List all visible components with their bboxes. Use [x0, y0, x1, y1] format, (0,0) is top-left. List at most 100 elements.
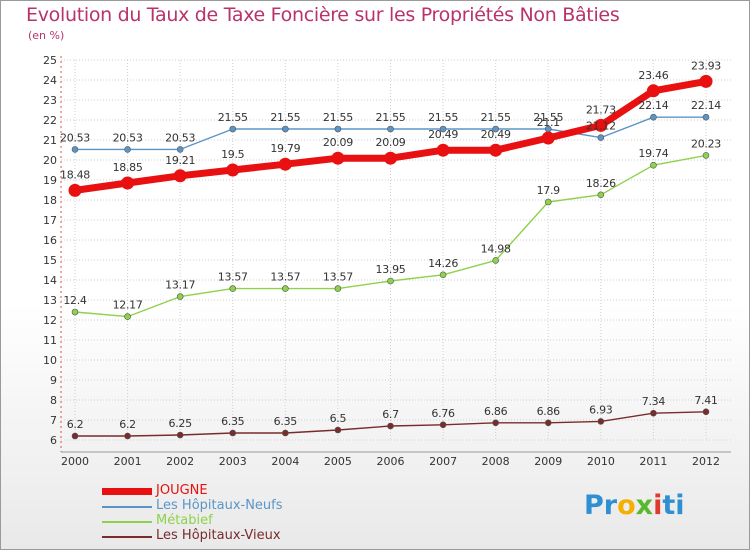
- data-point-4: [492, 419, 499, 427]
- proxiti-logo: Proxiti: [584, 490, 685, 521]
- data-point-4: [71, 432, 79, 440]
- data-label-2: 22.14: [638, 99, 668, 112]
- data-point-2: [650, 113, 657, 121]
- data-point-2: [124, 146, 131, 153]
- data-point-4: [439, 421, 447, 429]
- y-tick-label: 18: [43, 194, 57, 207]
- data-label-4: 6.35: [221, 415, 245, 428]
- data-label-2: 21.55: [270, 111, 300, 124]
- data-label-2: 21.55: [428, 111, 458, 124]
- data-label-4: 7.41: [694, 394, 717, 407]
- y-tick-label: 16: [43, 234, 57, 247]
- data-label-4: 6.5: [330, 412, 347, 425]
- data-label-4: 6.2: [119, 418, 136, 431]
- data-label-1: 20.09: [376, 136, 406, 149]
- data-label-1: 21.73: [586, 103, 616, 116]
- y-tick-label: 24: [43, 74, 57, 87]
- x-tick-label: 2009: [534, 455, 562, 468]
- y-tick-label: 13: [43, 294, 57, 307]
- data-point-1: [331, 151, 345, 165]
- data-label-4: 6.76: [431, 407, 455, 420]
- data-label-4: 7.34: [642, 395, 666, 408]
- y-tick-label: 6: [50, 434, 57, 447]
- y-tick-label: 7: [50, 414, 57, 427]
- y-tick-label: 12: [43, 314, 57, 327]
- data-point-3: [229, 285, 237, 292]
- data-label-1: 18.48: [60, 168, 90, 181]
- logo-letter: Pr: [584, 490, 618, 521]
- data-label-3: 17.9: [537, 184, 561, 197]
- y-tick-label: 8: [50, 394, 57, 407]
- data-point-4: [702, 408, 710, 416]
- data-point-3: [71, 308, 79, 316]
- x-tick-label: 2011: [639, 455, 667, 468]
- chart-unit-label: (en %): [28, 29, 65, 42]
- data-point-4: [334, 426, 342, 434]
- x-tick-label: 2005: [324, 455, 352, 468]
- data-point-3: [492, 257, 499, 264]
- x-tick-label: 2004: [271, 455, 299, 468]
- data-point-4: [176, 431, 184, 439]
- data-point-1: [226, 163, 240, 177]
- data-point-4: [124, 432, 131, 440]
- data-point-2: [492, 125, 499, 133]
- data-point-1: [489, 143, 503, 157]
- data-label-1: 20.49: [481, 128, 511, 141]
- data-point-2: [282, 125, 289, 133]
- data-label-4: 6.93: [589, 403, 613, 416]
- data-point-4: [387, 422, 394, 430]
- y-tick-label: 20: [43, 154, 57, 167]
- data-label-3: 14.98: [481, 242, 511, 255]
- data-point-1: [594, 118, 608, 132]
- data-point-1: [646, 84, 660, 98]
- data-point-4: [650, 409, 657, 417]
- data-point-4: [282, 429, 289, 437]
- y-tick-label: 11: [43, 334, 57, 347]
- data-label-3: 14.26: [428, 257, 458, 270]
- x-tick-label: 2006: [377, 455, 405, 468]
- data-point-3: [439, 271, 447, 279]
- y-tick-label: 10: [43, 354, 57, 367]
- data-label-1: 19.79: [270, 142, 300, 155]
- data-label-4: 6.2: [67, 418, 84, 431]
- legend-label: Les Hôpitaux-Vieux: [156, 528, 281, 543]
- data-label-2: 20.53: [165, 131, 195, 144]
- data-label-1: 23.46: [638, 69, 668, 82]
- data-label-4: 6.86: [484, 405, 508, 418]
- data-point-1: [541, 131, 555, 145]
- data-label-2: 20.53: [60, 131, 90, 144]
- data-point-1: [278, 157, 292, 171]
- data-label-1: 23.93: [691, 59, 721, 72]
- data-point-3: [650, 161, 657, 169]
- legend-label: Les Hôpitaux-Neufs: [156, 498, 283, 513]
- data-label-3: 12.17: [113, 299, 143, 312]
- data-label-3: 18.26: [586, 177, 616, 190]
- y-tick-label: 14: [43, 274, 57, 287]
- logo-letter: x: [635, 490, 654, 521]
- data-point-3: [387, 277, 394, 285]
- data-label-3: 20.23: [691, 137, 721, 150]
- data-point-1: [173, 169, 187, 183]
- data-label-3: 13.57: [323, 271, 353, 284]
- data-label-1: 19.5: [221, 148, 245, 161]
- data-point-4: [597, 418, 605, 425]
- data-point-3: [597, 191, 605, 199]
- y-tick-label: 15: [43, 254, 57, 267]
- data-point-1: [68, 183, 82, 197]
- data-label-2: 20.53: [113, 131, 143, 144]
- data-label-1: 21.1: [537, 116, 560, 129]
- y-tick-label: 19: [43, 174, 57, 187]
- data-point-1: [699, 74, 713, 88]
- data-point-2: [71, 146, 79, 153]
- data-point-2: [176, 146, 184, 153]
- logo-letter: o: [617, 490, 636, 521]
- data-point-2: [439, 125, 447, 133]
- data-point-1: [121, 176, 135, 190]
- data-label-1: 19.21: [165, 154, 195, 167]
- data-point-1: [384, 151, 397, 165]
- y-tick-label: 22: [43, 114, 57, 127]
- y-tick-label: 23: [43, 94, 57, 107]
- data-label-4: 6.25: [169, 417, 193, 430]
